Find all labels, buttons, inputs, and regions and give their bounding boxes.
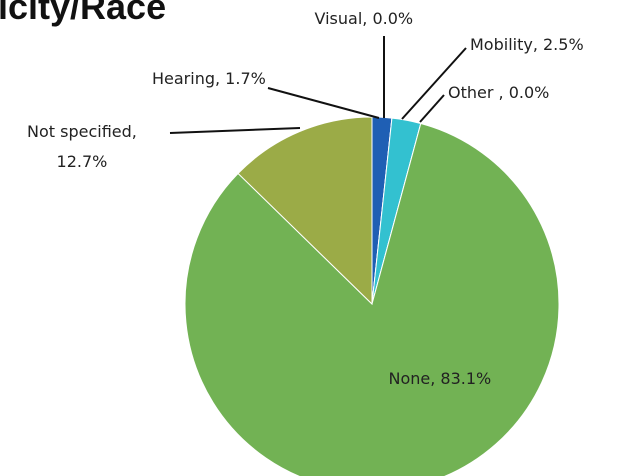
pie-slice	[184, 122, 560, 476]
data-label: Visual, 0.0%	[314, 9, 414, 28]
data-label: Mobility, 2.5%	[470, 35, 584, 54]
leader-line	[419, 94, 445, 123]
data-label: None, 83.1%	[388, 369, 492, 388]
title: icity/Race	[0, 0, 167, 27]
leaders	[169, 36, 467, 134]
leader-line	[169, 127, 301, 134]
data-label: Not specified, 12.7%	[27, 122, 137, 171]
leader-line	[267, 87, 380, 119]
pie-slice	[237, 116, 373, 306]
data-label: Hearing, 1.7%	[152, 69, 266, 88]
data-label: Other , 0.0%	[448, 83, 550, 102]
leader-line	[401, 47, 467, 120]
